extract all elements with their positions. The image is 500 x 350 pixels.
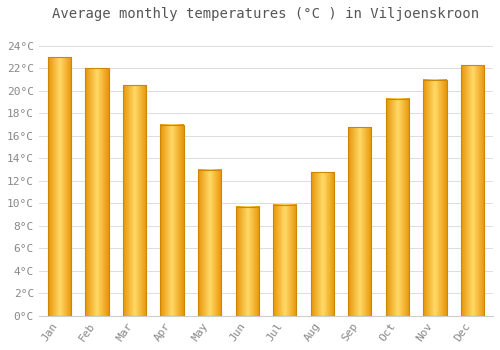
Bar: [273, 204, 296, 316]
Bar: [123, 85, 146, 316]
Bar: [160, 125, 184, 316]
Bar: [348, 127, 372, 316]
Bar: [310, 172, 334, 316]
Bar: [198, 170, 222, 316]
Bar: [236, 207, 259, 316]
Bar: [461, 65, 484, 316]
Bar: [423, 80, 446, 316]
Bar: [386, 99, 409, 316]
Bar: [48, 57, 71, 316]
Title: Average monthly temperatures (°C ) in Viljoenskroon: Average monthly temperatures (°C ) in Vi…: [52, 7, 480, 21]
Bar: [86, 68, 108, 316]
